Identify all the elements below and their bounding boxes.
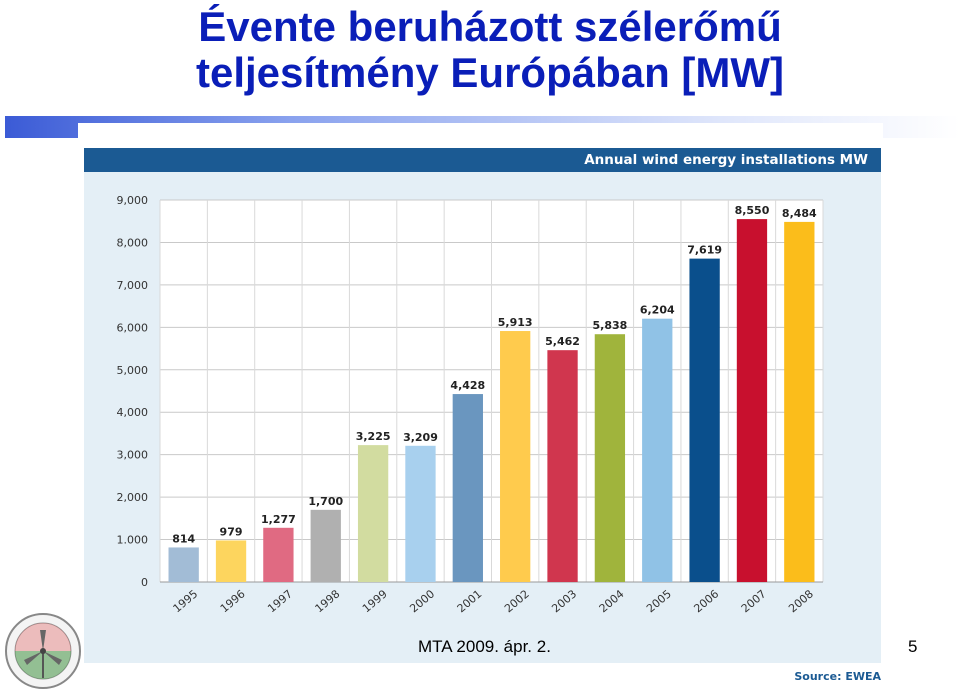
bar-value-label: 8,550 (735, 204, 770, 217)
chart-title: Annual wind energy installations MW (584, 152, 868, 168)
bar-2008 (784, 221, 815, 582)
bar-value-label: 6,204 (640, 304, 675, 317)
bar-2000 (405, 445, 436, 582)
bar-2006 (689, 258, 720, 582)
bar-chart: Annual wind energy installations MW 0 1.0… (84, 148, 881, 683)
chart-figure: Annual wind energy installations MW 0 1.0… (78, 123, 883, 693)
wind-turbine-seal-icon (5, 613, 81, 689)
slide-title-line-1: Évente beruházott szélerőmű (198, 3, 782, 50)
bar-value-label: 1,277 (261, 513, 296, 526)
bar-2005 (642, 318, 673, 582)
slide-title-line-2: teljesítmény Európában [MW] (195, 49, 785, 96)
y-tick-label: 6,000 (117, 321, 149, 334)
y-tick-label: 0 (141, 576, 148, 589)
bar-1995 (168, 547, 199, 582)
bar-2007 (736, 219, 768, 582)
bar-value-label: 7,619 (687, 244, 722, 257)
y-tick-label: 4,000 (117, 406, 149, 419)
y-tick-label: 3,000 (117, 449, 149, 462)
y-tick-label: 2,000 (117, 491, 149, 504)
y-tick-label: 1.000 (117, 534, 149, 547)
bar-1999 (357, 445, 389, 582)
bar-2003 (547, 350, 578, 582)
y-tick-label: 5,000 (117, 364, 149, 377)
bar-value-label: 979 (220, 525, 243, 538)
bar-value-label: 3,209 (403, 431, 438, 444)
bar-1996 (215, 540, 247, 582)
y-tick-label: 8,000 (117, 236, 149, 249)
chart-source: Source: EWEA (794, 670, 881, 683)
bar-value-label: 1,700 (308, 495, 343, 508)
bar-value-label: 5,913 (498, 316, 533, 329)
bar-2004 (594, 334, 626, 582)
y-tick-label: 7,000 (117, 279, 149, 292)
bar-value-label: 4,428 (450, 379, 485, 392)
bar-value-label: 8,484 (782, 207, 817, 220)
bar-value-label: 814 (172, 532, 195, 545)
bar-2002 (500, 331, 531, 582)
y-tick-label: 9,000 (117, 194, 149, 207)
bar-value-label: 5,462 (545, 335, 580, 348)
bars-layer (168, 219, 815, 582)
bar-1998 (310, 509, 341, 582)
page-number: 5 (908, 637, 918, 656)
bar-value-label: 3,225 (356, 430, 391, 443)
chart-header-bar (84, 148, 881, 172)
slide-title: Évente beruházott szélerőmű teljesítmény… (0, 4, 960, 96)
bar-1997 (263, 527, 294, 582)
organization-logo (4, 612, 82, 690)
bar-value-label: 5,838 (592, 319, 627, 332)
bar-2001 (452, 394, 483, 582)
footer-text: MTA 2009. ápr. 2. (418, 637, 551, 656)
